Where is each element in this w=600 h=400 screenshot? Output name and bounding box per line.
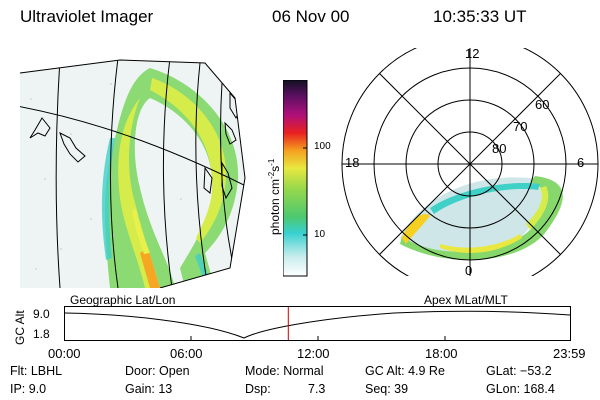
polar-plot xyxy=(341,48,599,276)
gc-alt-info: GC Alt: 4.9 Re xyxy=(365,364,445,378)
glon-info: GLon: 168.4 xyxy=(486,382,555,396)
geographic-caption: Geographic Lat/Lon xyxy=(70,293,176,307)
instrument-title: Ultraviolet Imager xyxy=(20,7,154,26)
dsp-label: Dsp: xyxy=(245,382,271,396)
xtick-1800: 18:00 xyxy=(425,346,458,361)
mlat-label-80: 80 xyxy=(492,141,507,156)
date-label: 06 Nov 00 xyxy=(272,7,350,26)
ytick-1-8: 1.8 xyxy=(33,327,50,341)
door-info: Door: Open xyxy=(125,364,190,378)
gain-info: Gain: 13 xyxy=(125,382,173,396)
mlt-label-18: 18 xyxy=(345,155,360,170)
xtick-0000: 00:00 xyxy=(48,346,81,361)
mlt-label-0: 0 xyxy=(465,263,473,278)
apex-caption: Apex MLat/MLT xyxy=(424,293,508,307)
time-label: 10:35:33 UT xyxy=(433,7,527,26)
glat-info: GLat: −53.2 xyxy=(486,364,552,378)
geographic-image xyxy=(19,59,246,288)
dsp-value: 7.3 xyxy=(308,382,326,396)
mlat-label-60: 60 xyxy=(535,97,550,112)
gc-alt-axis-label: GC Alt xyxy=(13,310,27,345)
xtick-2359: 23:59 xyxy=(553,346,586,361)
mlat-label-70: 70 xyxy=(513,119,528,134)
ip-info: IP: 9.0 xyxy=(10,382,47,396)
colorbar-unit-label: photon cm-2s-1 xyxy=(267,158,282,235)
xtick-1200: 12:00 xyxy=(297,346,330,361)
colorbar xyxy=(283,80,308,277)
xtick-0600: 06:00 xyxy=(170,346,203,361)
colorbar-tick-100: 100 xyxy=(314,141,331,152)
mlt-label-12: 12 xyxy=(465,46,480,61)
mlt-label-6: 6 xyxy=(577,155,585,170)
mode-info: Mode: Normal xyxy=(245,364,324,378)
seq-info: Seq: 39 xyxy=(365,382,409,396)
colorbar-tick-10: 10 xyxy=(314,229,326,240)
altitude-timeline xyxy=(64,306,571,341)
filter-info: Flt: LBHL xyxy=(10,364,63,378)
ytick-9: 9.0 xyxy=(33,307,50,321)
